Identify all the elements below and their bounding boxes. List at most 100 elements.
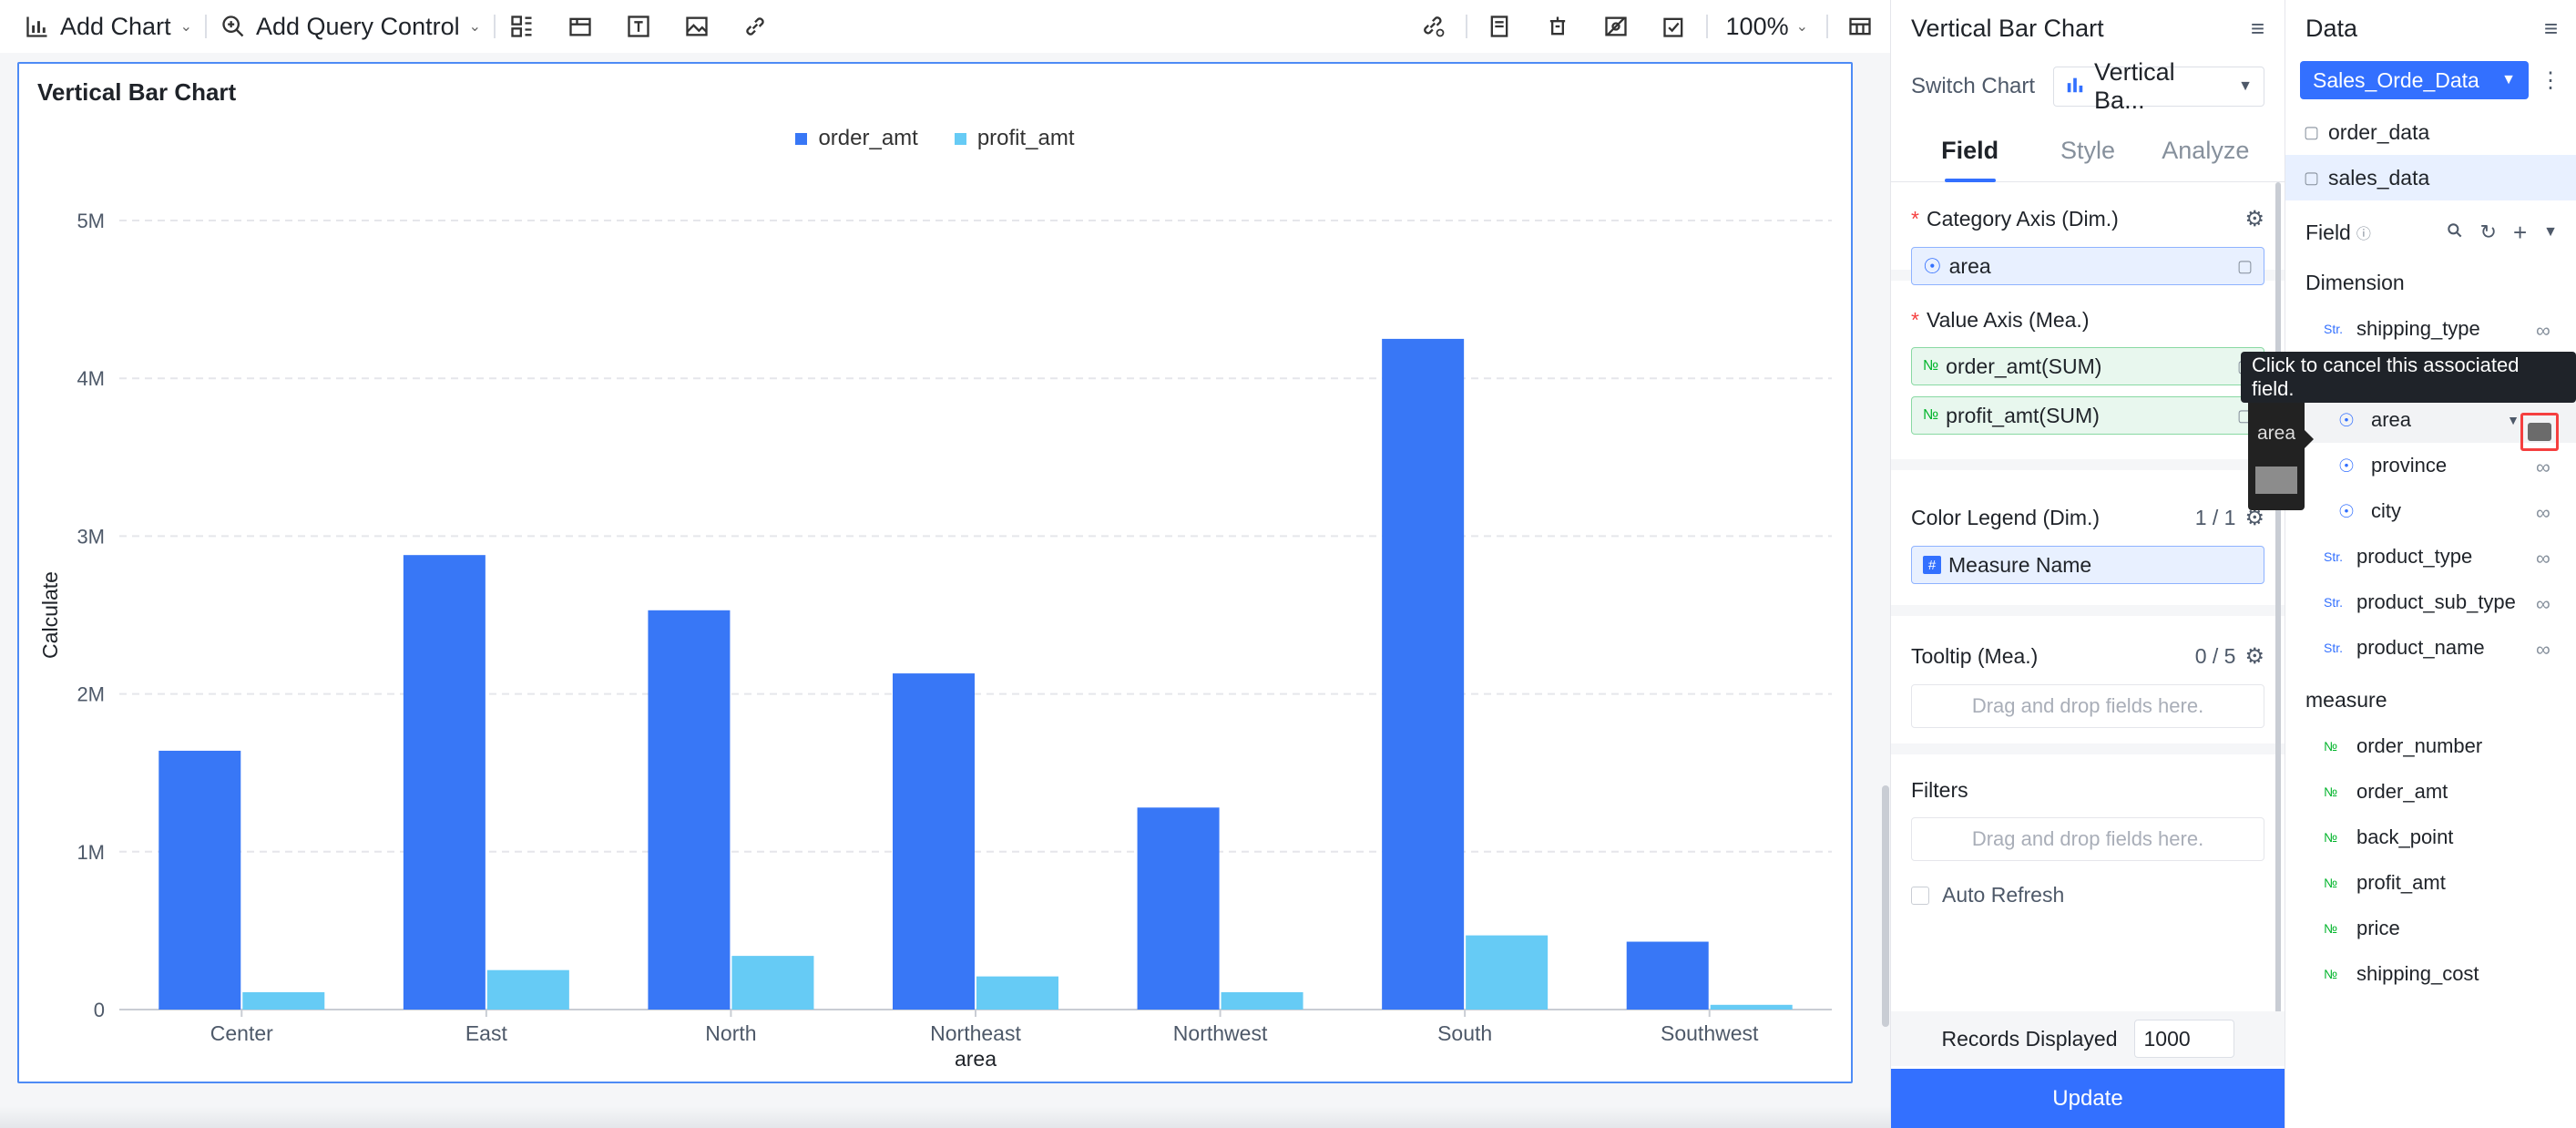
string-type-icon: Str. bbox=[2324, 595, 2344, 610]
style-icon[interactable] bbox=[1544, 13, 1571, 40]
dimension-group: Dimension bbox=[2305, 270, 2405, 294]
caret-down-icon[interactable]: ▼ bbox=[2507, 413, 2520, 427]
dataset-select[interactable]: Sales_Orde_Data ▼ bbox=[2300, 61, 2529, 99]
legend-item-profit-amt[interactable]: profit_amt bbox=[954, 126, 1075, 151]
link-icon[interactable] bbox=[741, 13, 769, 40]
field-city[interactable]: ☉ city ∞ bbox=[2285, 488, 2576, 534]
field-name: order_amt bbox=[2356, 780, 2448, 803]
tab-analyze[interactable]: Analyze bbox=[2162, 137, 2250, 164]
tab-field[interactable]: Field bbox=[1911, 137, 2029, 181]
tooltip-dropzone[interactable]: Drag and drop fields here. bbox=[1911, 684, 2264, 728]
collapse-menu-icon[interactable]: ≡ bbox=[2543, 14, 2558, 42]
field-shipping-type[interactable]: Str. shipping_type ∞ bbox=[2285, 306, 2576, 352]
info-icon[interactable]: ⓘ bbox=[2356, 227, 2371, 242]
field-profit-amt[interactable]: № profit_amt bbox=[2285, 860, 2576, 906]
category-axis-title: Category Axis (Dim.) bbox=[1926, 207, 2119, 231]
link-icon[interactable]: ∞ bbox=[2536, 638, 2550, 661]
update-button[interactable]: Update bbox=[1891, 1069, 2285, 1128]
number-type-icon: № bbox=[1923, 358, 1939, 374]
bar-order-amt bbox=[1382, 338, 1465, 1010]
report-icon[interactable] bbox=[1486, 13, 1513, 40]
legend-item-order-amt[interactable]: order_amt bbox=[795, 126, 918, 151]
gear-icon[interactable]: ⚙ bbox=[2244, 644, 2264, 669]
caret-down-icon: ▼ bbox=[2501, 72, 2516, 87]
canvas-scrollbar[interactable] bbox=[1882, 785, 1889, 1027]
field-product-type[interactable]: Str. product_type ∞ bbox=[2285, 534, 2576, 579]
number-type-icon: № bbox=[2324, 739, 2338, 754]
link-icon[interactable]: ∞ bbox=[2536, 592, 2550, 615]
table-name: order_data bbox=[2328, 119, 2430, 144]
x-tick-label: Northeast bbox=[930, 1021, 1021, 1045]
field-back-point[interactable]: № back_point bbox=[2285, 815, 2576, 860]
category-axis-title-row: * Category Axis (Dim.) ⚙ bbox=[1911, 206, 2264, 232]
field-area[interactable]: ☉ area ▼ bbox=[2285, 397, 2576, 443]
add-query-control-button[interactable]: Add Query Control ⌄ bbox=[220, 0, 481, 53]
collapse-menu-icon[interactable]: ≡ bbox=[2250, 14, 2264, 42]
field-name: profit_amt bbox=[2356, 871, 2446, 894]
caret-down-icon[interactable]: ▼ bbox=[2543, 224, 2558, 240]
preview-icon[interactable] bbox=[1602, 13, 1630, 40]
measure-group: measure bbox=[2305, 687, 2387, 712]
x-axis-label: area bbox=[955, 1047, 997, 1071]
field-price[interactable]: № price bbox=[2285, 906, 2576, 951]
field-name: product_type bbox=[2356, 545, 2473, 568]
search-icon[interactable] bbox=[2446, 220, 2464, 245]
cancel-association-button[interactable] bbox=[2520, 413, 2559, 451]
switch-chart-label: Switch Chart bbox=[1911, 74, 2036, 98]
plus-icon[interactable]: + bbox=[2512, 218, 2528, 246]
geo-pin-icon: ☉ bbox=[2338, 410, 2355, 431]
chart-type-select[interactable]: Vertical Ba... ▼ bbox=[2053, 58, 2264, 114]
add-query-control-label: Add Query Control bbox=[255, 12, 460, 40]
records-input[interactable]: 1000 bbox=[2133, 1020, 2234, 1058]
link-settings-icon[interactable] bbox=[1420, 13, 1447, 40]
gear-icon[interactable]: ⚙ bbox=[2244, 207, 2264, 231]
link-icon[interactable]: ∞ bbox=[2536, 501, 2550, 524]
image-icon[interactable] bbox=[683, 13, 710, 40]
panel-toggle-icon[interactable] bbox=[1846, 13, 1874, 40]
number-type-icon: № bbox=[2324, 921, 2338, 936]
refresh-icon[interactable]: ↻ bbox=[2479, 220, 2497, 243]
value-field-pill[interactable]: № profit_amt(SUM) ▢ bbox=[1911, 396, 2264, 435]
table-item-order-data[interactable]: ▢ order_data bbox=[2285, 109, 2576, 155]
field-order-number[interactable]: № order_number bbox=[2285, 723, 2576, 769]
color-legend-pill[interactable]: # Measure Name bbox=[1911, 546, 2264, 584]
field-order-amt[interactable]: № order_amt bbox=[2285, 769, 2576, 815]
more-vertical-icon[interactable]: ⋮ bbox=[2540, 67, 2561, 93]
text-icon[interactable] bbox=[625, 13, 652, 40]
value-field-label: order_amt(SUM) bbox=[1946, 354, 2102, 378]
field-product-name[interactable]: Str. product_name ∞ bbox=[2285, 625, 2576, 671]
field-province[interactable]: ☉ province ∞ bbox=[2285, 443, 2576, 488]
field-shipping-cost[interactable]: № shipping_cost bbox=[2285, 951, 2576, 997]
auto-refresh-checkbox[interactable] bbox=[1911, 886, 1929, 905]
chart-card[interactable]: Vertical Bar Chart order_amt profit_amt … bbox=[17, 62, 1853, 1083]
check-icon[interactable] bbox=[1661, 13, 1688, 40]
vertical-bar-icon bbox=[2065, 73, 2085, 101]
tab-container-icon[interactable] bbox=[567, 13, 594, 40]
number-type-icon: № bbox=[2324, 967, 2338, 981]
config-scrollbar[interactable] bbox=[2275, 182, 2281, 1020]
bar-order-amt bbox=[1626, 941, 1709, 1010]
color-legend-section: Color Legend (Dim.) 1 / 1 ⚙ # Measure Name bbox=[1891, 470, 2285, 616]
chart-config-panel: Vertical Bar Chart ≡ Switch Chart Vertic… bbox=[1890, 0, 2285, 1128]
filters-title: Filters bbox=[1911, 778, 1968, 802]
auto-refresh-row[interactable]: Auto Refresh bbox=[1911, 883, 2264, 908]
link-icon[interactable]: ∞ bbox=[2536, 456, 2550, 478]
zoom-select[interactable]: 100% ⌄ bbox=[1726, 13, 1808, 41]
table-item-sales-data[interactable]: ▢ sales_data bbox=[2285, 155, 2576, 200]
add-chart-button[interactable]: Add Chart ⌄ bbox=[24, 0, 192, 53]
chart-title: Vertical Bar Chart bbox=[37, 78, 237, 106]
layout-icon[interactable] bbox=[508, 13, 536, 40]
gear-icon[interactable]: ⚙ bbox=[2244, 506, 2264, 530]
hash-icon: # bbox=[1923, 556, 1941, 574]
category-field-pill[interactable]: ☉ area ▢ bbox=[1911, 247, 2264, 285]
zoom-value: 100% bbox=[1725, 12, 1789, 40]
geo-pin-icon: ☉ bbox=[1923, 253, 1942, 278]
link-icon[interactable]: ∞ bbox=[2536, 319, 2550, 342]
data-title: Data bbox=[2305, 14, 2358, 42]
link-icon[interactable]: ∞ bbox=[2536, 547, 2550, 569]
value-axis-title-row: * Value Axis (Mea.) bbox=[1911, 308, 2264, 333]
field-product-sub-type[interactable]: Str. product_sub_type ∞ bbox=[2285, 579, 2576, 625]
tab-style[interactable]: Style bbox=[2060, 137, 2115, 164]
filters-dropzone[interactable]: Drag and drop fields here. bbox=[1911, 817, 2264, 861]
